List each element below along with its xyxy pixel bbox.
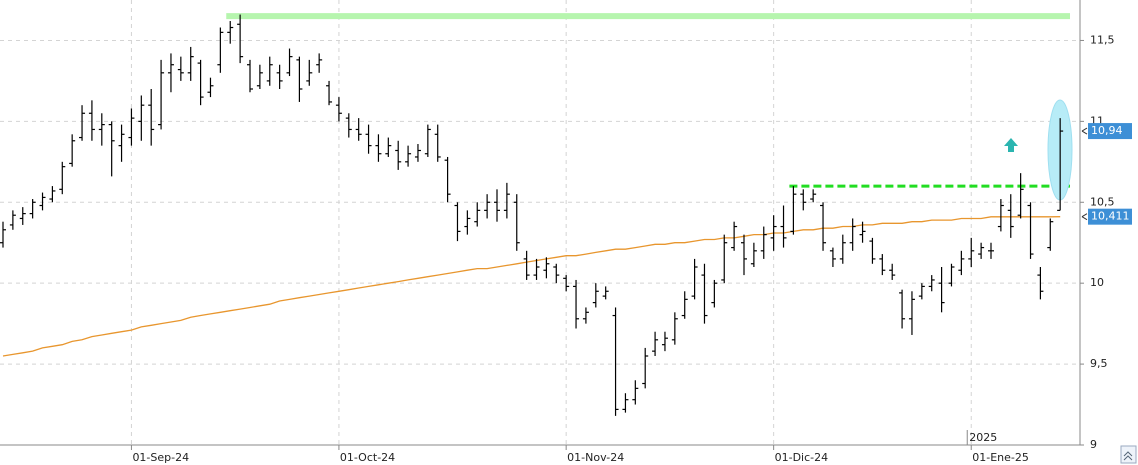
y-tick-label: 11,5 [1090,33,1115,46]
y-tick-label: 10 [1090,276,1104,289]
y-tick-label: 9 [1090,438,1097,451]
price-pointer [1081,213,1088,221]
x-tick-label: 01-Dic-24 [775,451,829,464]
x-tick-label: 01-Ene-25 [972,451,1029,464]
plot [0,14,1064,416]
price-pointer [1081,127,1088,135]
year-label: 2025 [969,431,997,444]
y-tick-label: 9,5 [1090,357,1108,370]
y-tick-label: 10,5 [1090,195,1115,208]
price-tag-label: 10,94 [1091,124,1123,137]
x-tick-label: 01-Sep-24 [132,451,189,464]
x-tick-label: 01-Nov-24 [567,451,624,464]
levels [226,13,1070,188]
moving-average-line [2,216,1061,357]
up-arrow [1004,138,1018,152]
price-tag-label: 10,411 [1091,210,1130,223]
scroll-icon [1123,451,1133,461]
price-tag [1088,123,1132,140]
scroll-button[interactable] [1120,445,1137,464]
x-tick-label: 01-Oct-24 [340,451,395,464]
price-tag [1088,208,1132,225]
